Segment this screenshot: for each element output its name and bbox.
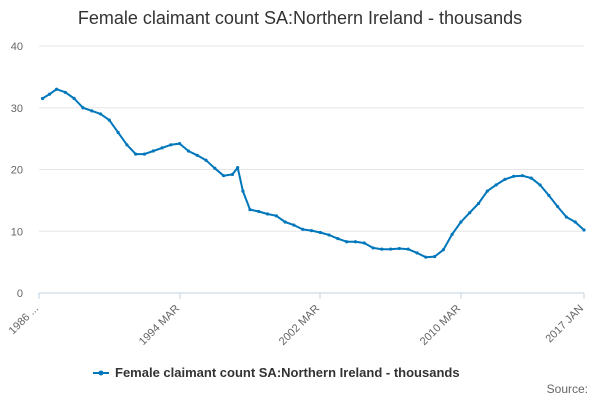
data-point[interactable] xyxy=(54,87,59,91)
data-point[interactable] xyxy=(116,130,120,135)
data-point[interactable] xyxy=(362,241,366,245)
data-point[interactable] xyxy=(195,153,199,157)
data-point[interactable] xyxy=(98,112,103,116)
y-tick-label: 30 xyxy=(11,103,23,115)
legend[interactable]: Female claimant count SA:Northern Irelan… xyxy=(93,365,460,380)
data-point[interactable] xyxy=(236,166,240,170)
data-point[interactable] xyxy=(241,189,245,193)
data-point[interactable] xyxy=(424,255,428,259)
x-axis: 1986 ... 1994 MAR 2002 MAR 2010 MAR 2017 JAN xyxy=(7,292,586,348)
series-line[interactable] xyxy=(41,88,585,259)
x-tick-label: 2010 MAR xyxy=(418,303,463,348)
data-point[interactable] xyxy=(160,146,164,150)
data-point[interactable] xyxy=(318,230,322,235)
data-point[interactable] xyxy=(573,220,577,224)
data-point[interactable] xyxy=(459,220,463,224)
data-point[interactable] xyxy=(274,214,278,218)
data-point[interactable] xyxy=(47,92,52,96)
chart-title: Female claimant count SA:Northern Irelan… xyxy=(78,8,522,28)
data-point[interactable] xyxy=(221,174,226,178)
data-point[interactable] xyxy=(476,201,481,206)
data-point[interactable] xyxy=(178,141,182,146)
data-point[interactable] xyxy=(380,247,384,251)
data-point[interactable] xyxy=(503,177,507,181)
data-point[interactable] xyxy=(415,251,419,255)
data-point[interactable] xyxy=(90,109,94,113)
data-point[interactable] xyxy=(520,174,525,178)
data-point[interactable] xyxy=(63,90,67,94)
data-point[interactable] xyxy=(345,240,349,244)
data-point[interactable] xyxy=(186,149,191,153)
data-point[interactable] xyxy=(72,96,76,101)
y-axis-ticks: 0 10 20 30 40 xyxy=(11,41,23,300)
data-point[interactable] xyxy=(397,246,402,251)
data-point[interactable] xyxy=(301,227,305,231)
x-tick-label: 1994 MAR xyxy=(137,303,182,348)
data-point[interactable] xyxy=(336,237,340,241)
data-point[interactable] xyxy=(248,208,252,212)
y-tick-label: 10 xyxy=(11,226,23,238)
x-tick-label: 1986 ... xyxy=(7,303,41,337)
y-tick-label: 0 xyxy=(17,288,23,300)
x-tick-label: 2017 JAN xyxy=(543,303,586,346)
data-point[interactable] xyxy=(204,158,208,162)
y-tick-label: 20 xyxy=(11,165,23,177)
data-point[interactable] xyxy=(81,106,85,110)
grid xyxy=(39,45,584,232)
data-point[interactable] xyxy=(283,220,287,224)
source-label: Source: xyxy=(547,382,588,396)
series-layer xyxy=(40,87,586,259)
data-point[interactable] xyxy=(547,193,551,198)
data-point[interactable] xyxy=(432,254,437,259)
data-point[interactable] xyxy=(450,232,454,236)
data-point[interactable] xyxy=(213,166,217,170)
data-point[interactable] xyxy=(257,209,261,214)
legend-label[interactable]: Female claimant count SA:Northern Irelan… xyxy=(115,365,460,380)
data-point[interactable] xyxy=(441,248,445,252)
x-tick-label: 2002 MAR xyxy=(277,303,322,348)
data-point[interactable] xyxy=(151,149,155,153)
legend-marker[interactable] xyxy=(98,370,104,376)
data-point[interactable] xyxy=(371,246,375,250)
data-point[interactable] xyxy=(556,204,560,209)
data-point[interactable] xyxy=(327,233,331,237)
data-point[interactable] xyxy=(538,183,542,187)
data-point[interactable] xyxy=(485,189,489,193)
data-point[interactable] xyxy=(529,176,533,180)
data-point[interactable] xyxy=(265,212,270,216)
data-point[interactable] xyxy=(169,143,173,147)
data-point[interactable] xyxy=(230,172,234,177)
data-point[interactable] xyxy=(353,240,358,244)
data-point[interactable] xyxy=(125,143,129,147)
data-point[interactable] xyxy=(309,229,314,233)
data-point[interactable] xyxy=(389,247,393,251)
data-point[interactable] xyxy=(494,183,498,187)
data-point[interactable] xyxy=(40,96,45,101)
data-point[interactable] xyxy=(564,215,569,219)
data-point[interactable] xyxy=(292,223,296,227)
data-point[interactable] xyxy=(582,228,586,232)
y-tick-label: 40 xyxy=(11,41,23,53)
data-point[interactable] xyxy=(134,152,138,156)
data-point[interactable] xyxy=(107,118,111,122)
data-point[interactable] xyxy=(142,152,147,156)
data-point[interactable] xyxy=(512,174,516,178)
data-point[interactable] xyxy=(406,247,410,251)
data-point[interactable] xyxy=(468,211,472,215)
